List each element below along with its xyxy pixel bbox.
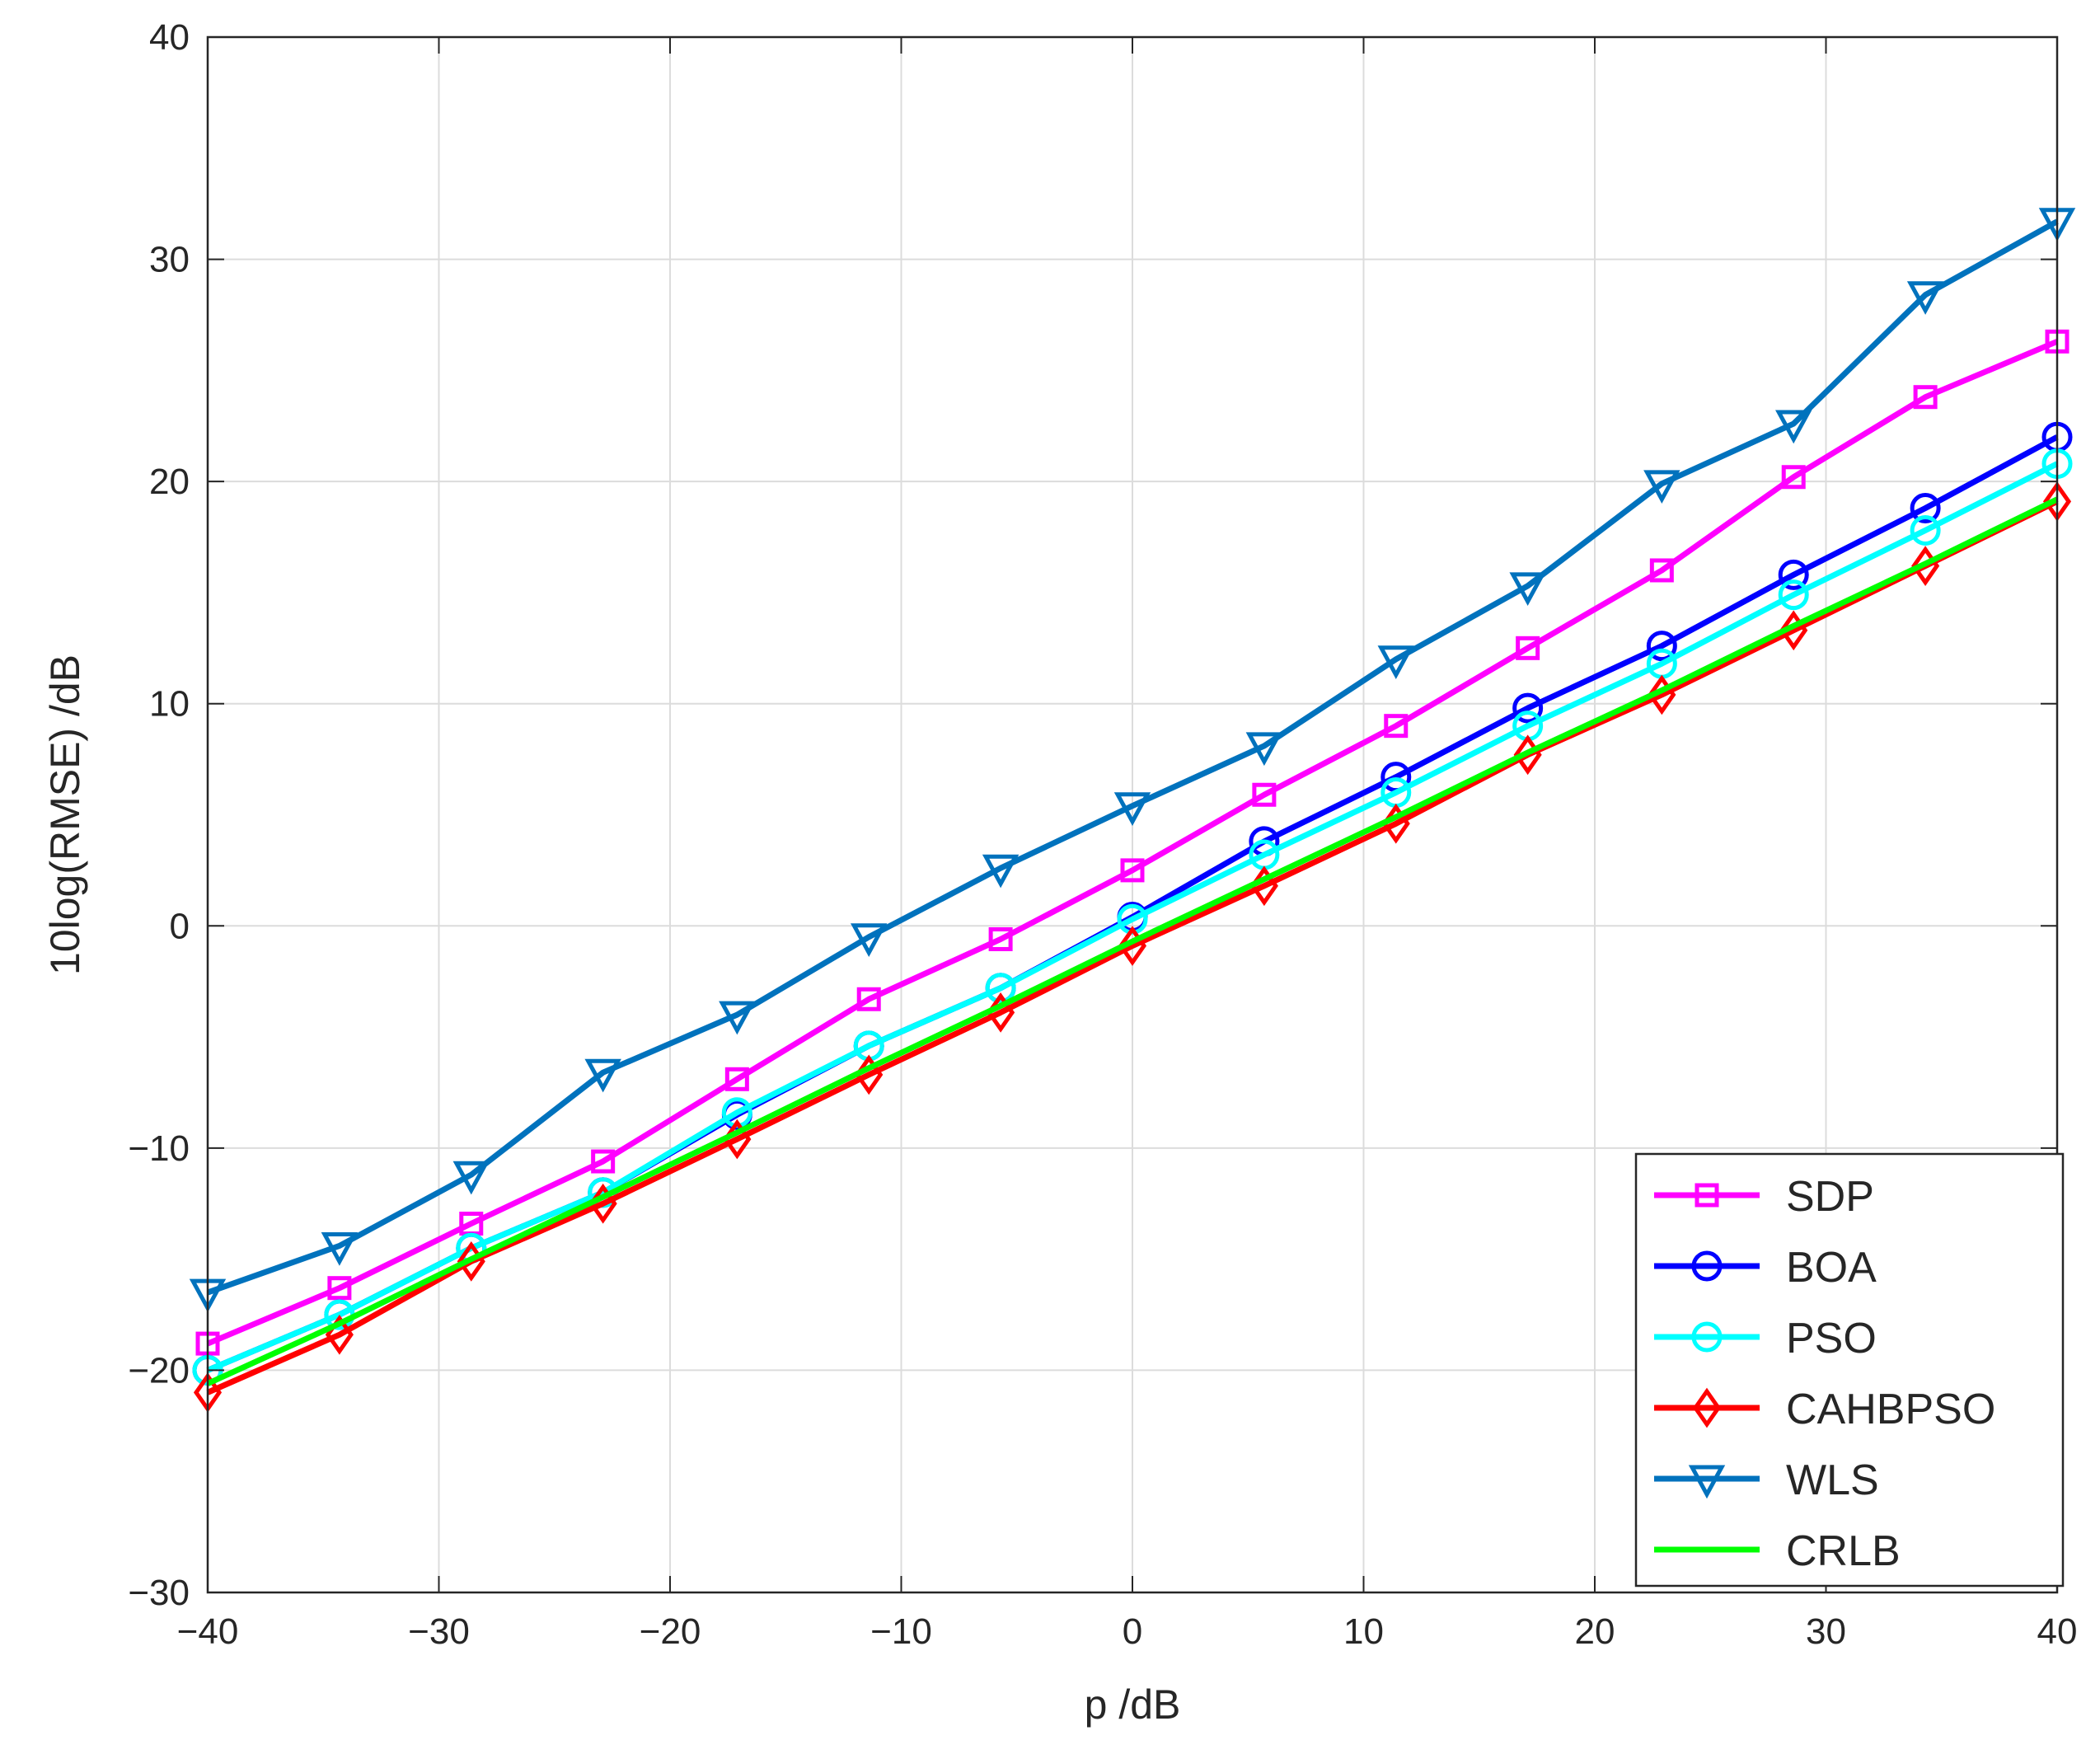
series-line — [206, 496, 2059, 1386]
data-point — [1910, 492, 1941, 523]
data-point — [1781, 465, 1806, 490]
plot-frame — [206, 35, 2059, 1594]
legend-label: WLS — [1786, 1456, 1879, 1504]
data-point — [1649, 558, 1674, 583]
data-point — [1913, 385, 1938, 410]
legend-label: SDP — [1786, 1173, 1874, 1221]
data-point — [1252, 782, 1277, 807]
data-point — [584, 1058, 621, 1093]
y-tick-label: 10 — [149, 684, 190, 725]
data-point — [719, 1001, 756, 1035]
series-layer — [189, 208, 2076, 1413]
legend-entry-wls: WLS — [1654, 1456, 1879, 1504]
data-point — [1512, 692, 1544, 724]
series-crlb — [206, 496, 2059, 1386]
legend-box — [1634, 1152, 2065, 1588]
x-tick-label: −40 — [177, 1611, 239, 1652]
data-point — [1516, 635, 1540, 660]
data-point — [1775, 410, 1812, 444]
series-sdp — [195, 329, 2070, 1356]
legend-entry-boa: BOA — [1654, 1244, 1877, 1292]
series-line — [206, 499, 2059, 1395]
data-point — [452, 1161, 490, 1195]
legend-entry-pso: PSO — [1654, 1315, 1877, 1362]
y-tick-label: 30 — [149, 240, 190, 280]
data-point — [327, 1276, 352, 1301]
y-tick-label: 0 — [170, 906, 190, 946]
y-axis-label: 10log(RMSE) /dB — [42, 654, 88, 975]
series-line — [206, 461, 2059, 1373]
data-point — [1245, 732, 1283, 767]
data-point — [1384, 714, 1409, 739]
data-point — [1643, 470, 1680, 504]
data-point — [1778, 579, 1809, 611]
data-point — [1509, 572, 1546, 607]
data-point — [1906, 281, 1944, 315]
data-point — [1377, 645, 1414, 680]
x-tick-label: 10 — [1343, 1611, 1384, 1652]
data-point — [724, 1067, 749, 1091]
series-line — [206, 339, 2059, 1347]
legend-entry-sdp: SDP — [1654, 1173, 1874, 1221]
x-tick-label: 40 — [2037, 1611, 2078, 1652]
x-tick-label: −20 — [640, 1611, 701, 1652]
series-wls — [189, 208, 2076, 1313]
data-point — [1691, 1321, 1723, 1353]
legend: SDP BOA PSO CAHBPSO WLS CRLB — [1634, 1152, 2065, 1588]
data-point — [1120, 858, 1145, 883]
data-point — [1646, 631, 1677, 662]
data-point — [321, 1231, 359, 1266]
legend-label: BOA — [1786, 1244, 1877, 1292]
y-tick-label: −30 — [128, 1573, 190, 1613]
data-point — [1113, 792, 1151, 826]
y-tick-label: 40 — [149, 17, 190, 58]
data-point — [1692, 1387, 1722, 1428]
data-point — [856, 987, 881, 1011]
data-point — [982, 854, 1020, 889]
legend-label: PSO — [1786, 1315, 1877, 1362]
data-point — [1688, 1465, 1726, 1499]
data-point — [1910, 514, 1941, 546]
data-point — [988, 926, 1013, 951]
y-tick-label: −10 — [128, 1128, 190, 1169]
data-point — [851, 923, 888, 957]
x-tick-label: −10 — [870, 1611, 932, 1652]
x-tick-label: −30 — [408, 1611, 470, 1652]
legend-label: CAHBPSO — [1786, 1386, 1995, 1433]
legend-label: CRLB — [1786, 1527, 1901, 1575]
data-point — [591, 1149, 616, 1174]
series-line — [206, 218, 2059, 1296]
legend-entry-crlb: CRLB — [1654, 1527, 1901, 1575]
series-cahbpso — [193, 481, 2072, 1413]
data-point — [985, 973, 1016, 1004]
x-axis-label: p /dB — [1085, 1681, 1181, 1728]
y-tick-label: 20 — [149, 462, 190, 502]
y-tick-label: −20 — [128, 1350, 190, 1391]
data-point — [1778, 559, 1809, 590]
x-tick-label: 30 — [1806, 1611, 1846, 1652]
data-point — [1691, 1250, 1723, 1282]
x-tick-label: 0 — [1123, 1611, 1142, 1652]
legend-entry-cahbpso: CAHBPSO — [1654, 1386, 1995, 1433]
data-point — [1695, 1183, 1719, 1208]
x-tick-label: 20 — [1575, 1611, 1615, 1652]
